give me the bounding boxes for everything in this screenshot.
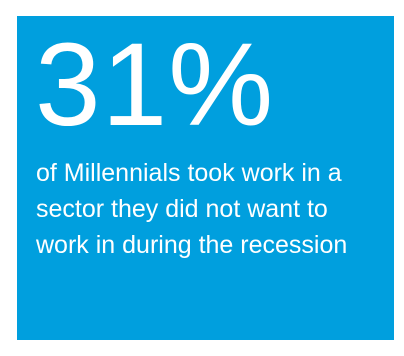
statistic-caption: of Millennials took work in a sector the… <box>36 159 348 259</box>
statistic-value: 31% <box>35 19 275 151</box>
statistic-card: 31% of Millennials took work in a sector… <box>17 16 394 340</box>
